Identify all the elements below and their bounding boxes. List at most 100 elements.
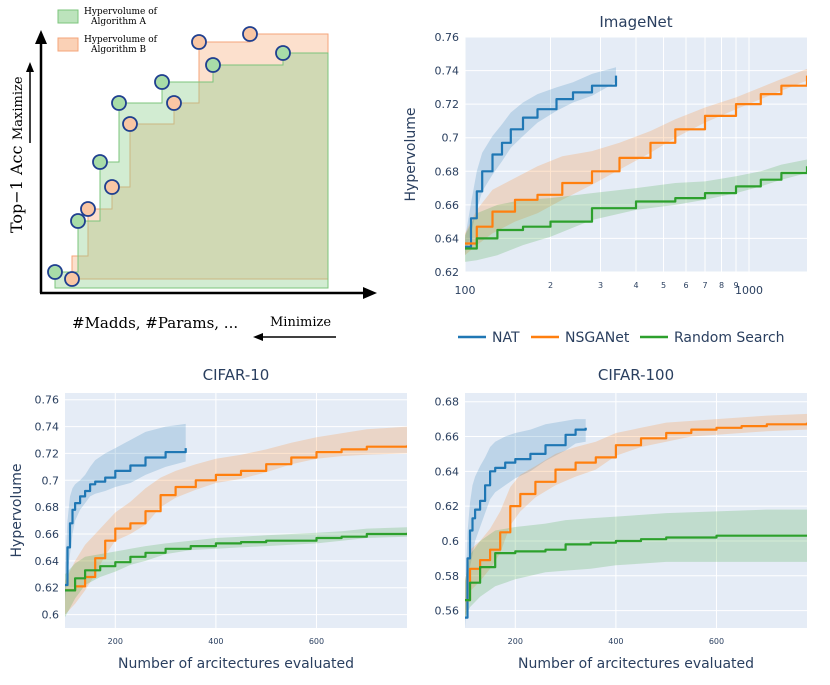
legend-b-line1: Hypervolume of: [84, 35, 158, 45]
chart-title: CIFAR-100: [598, 366, 674, 384]
point-a: [70, 213, 86, 229]
point-a: [205, 57, 221, 73]
line-random-search: [465, 534, 807, 602]
band-random-search: [465, 159, 807, 262]
maximize-label: Maximize: [11, 76, 26, 140]
series-layer: [465, 413, 807, 628]
legend-swatch-a: [57, 9, 79, 24]
line-nsganet: [465, 422, 807, 602]
point-a: [111, 95, 127, 111]
legend-a-line2: Algorithm A: [90, 17, 147, 27]
x-tick-label: 2: [548, 281, 553, 290]
x-axis-arrowhead: [363, 287, 377, 299]
line-nat: [65, 448, 187, 587]
hypervolume-area-b: [71, 33, 329, 280]
chart-title: CIFAR-10: [203, 366, 270, 384]
y-tick-label: 0.72: [35, 447, 60, 460]
point-b: [64, 271, 80, 287]
y-tick-label: 0.6: [442, 535, 460, 548]
x-tick-label: 9: [733, 281, 738, 290]
schematic-y-label: Top−1 Acc: [7, 146, 26, 233]
y-tick-label: 0.64: [35, 555, 60, 568]
x-tick-label: 7: [702, 281, 707, 290]
line-random-search: [465, 166, 807, 250]
chart-cifar10: 0.6 0.62 0.64 0.66 0.68 0.7 0.72 0.74 0.76 200 400…: [9, 366, 407, 672]
y-tick-label: 0.76: [435, 31, 460, 44]
x-tick-label: 600: [709, 637, 724, 646]
band-random-search: [65, 527, 407, 618]
legend-label-nsganet: NSGANet: [565, 330, 630, 346]
y-tick-label: 0.68: [435, 396, 460, 409]
y-tick-label: 0.66: [435, 431, 460, 444]
legend-swatch-b: [57, 37, 79, 52]
y-tick-label: 0.76: [35, 394, 60, 407]
point-a: [154, 74, 170, 90]
chart-imagenet: 0.62 0.64 0.66 0.68 0.7 0.72 0.74 0.76 100 2 3 4 5 6 7…: [403, 13, 807, 297]
x-tick-label: 400: [208, 637, 223, 646]
schematic-panel: Hypervolume of Algorithm A Hypervolume o…: [7, 7, 377, 341]
series-legend: NAT NSGANet Random Search: [458, 330, 785, 346]
y-tick-label: 0.56: [435, 605, 460, 618]
y-tick-label: 0.7: [42, 474, 60, 487]
line-random-search: [65, 532, 407, 592]
point-b: [122, 116, 138, 132]
line-nsganet: [465, 75, 807, 245]
y-tick-label: 0.66: [35, 528, 60, 541]
x-tick-label: 5: [661, 281, 666, 290]
line-nsganet: [65, 445, 407, 592]
y-tick-label: 0.62: [435, 500, 460, 513]
minimize-label: Minimize: [270, 315, 331, 330]
hypervolume-area-a: [54, 52, 329, 289]
x-axis-label: Number of arcitectures evaluated: [518, 656, 754, 672]
x-axis-label: Number of arcitectures evaluated: [118, 656, 354, 672]
y-tick-label: 0.7: [442, 132, 460, 145]
y-tick-label: 0.58: [435, 570, 460, 583]
y-axis-arrowhead: [35, 30, 47, 44]
legend-label-random: Random Search: [674, 330, 785, 346]
x-tick-label: 3: [598, 281, 603, 290]
y-tick-label: 0.66: [435, 199, 460, 212]
line-nat: [465, 427, 587, 619]
maximize-arrowhead: [26, 62, 34, 72]
y-axis-label: Hypervolume: [403, 108, 419, 202]
y-tick-label: 0.68: [435, 165, 460, 178]
y-axis-label: Hypervolume: [9, 464, 25, 558]
legend-b-line2: Algorithm B: [90, 45, 147, 55]
x-tick-label: 200: [108, 637, 123, 646]
plot-background: [65, 393, 407, 628]
point-a: [47, 264, 63, 280]
y-tick-label: 0.62: [35, 582, 60, 595]
chart-cifar100: 0.56 0.58 0.6 0.62 0.64 0.66 0.68 200 400 600 CIFA…: [435, 366, 807, 672]
chart-title: ImageNet: [599, 13, 672, 31]
x-tick-label: 100: [455, 284, 476, 297]
band-nsganet: [465, 68, 807, 256]
line-nat: [465, 75, 618, 248]
y-tick-label: 0.64: [435, 465, 460, 478]
point-b: [242, 26, 258, 42]
band-nsganet: [465, 413, 807, 620]
minimize-arrowhead: [253, 333, 263, 341]
point-a: [275, 45, 291, 61]
x-tick-label: 1000: [735, 284, 763, 297]
band-nat: [65, 423, 186, 602]
x-tick-label: 4: [633, 281, 638, 290]
x-tick-label: 8: [719, 281, 724, 290]
plot-background: [465, 393, 807, 628]
series-layer: [65, 423, 407, 618]
x-tick-label: 600: [309, 637, 324, 646]
legend-label-nat: NAT: [492, 330, 520, 346]
y-tick-label: 0.68: [35, 501, 60, 514]
point-b: [80, 201, 96, 217]
point-b: [166, 95, 182, 111]
y-tick-label: 0.64: [435, 232, 460, 245]
y-tick-label: 0.62: [435, 266, 460, 279]
y-tick-label: 0.6: [42, 609, 60, 622]
band-nsganet: [65, 426, 407, 615]
y-tick-label: 0.72: [435, 98, 460, 111]
x-tick-label: 400: [608, 637, 623, 646]
x-tick-label: 6: [683, 281, 688, 290]
legend-a-line1: Hypervolume of: [84, 7, 158, 17]
x-tick-label: 200: [508, 637, 523, 646]
